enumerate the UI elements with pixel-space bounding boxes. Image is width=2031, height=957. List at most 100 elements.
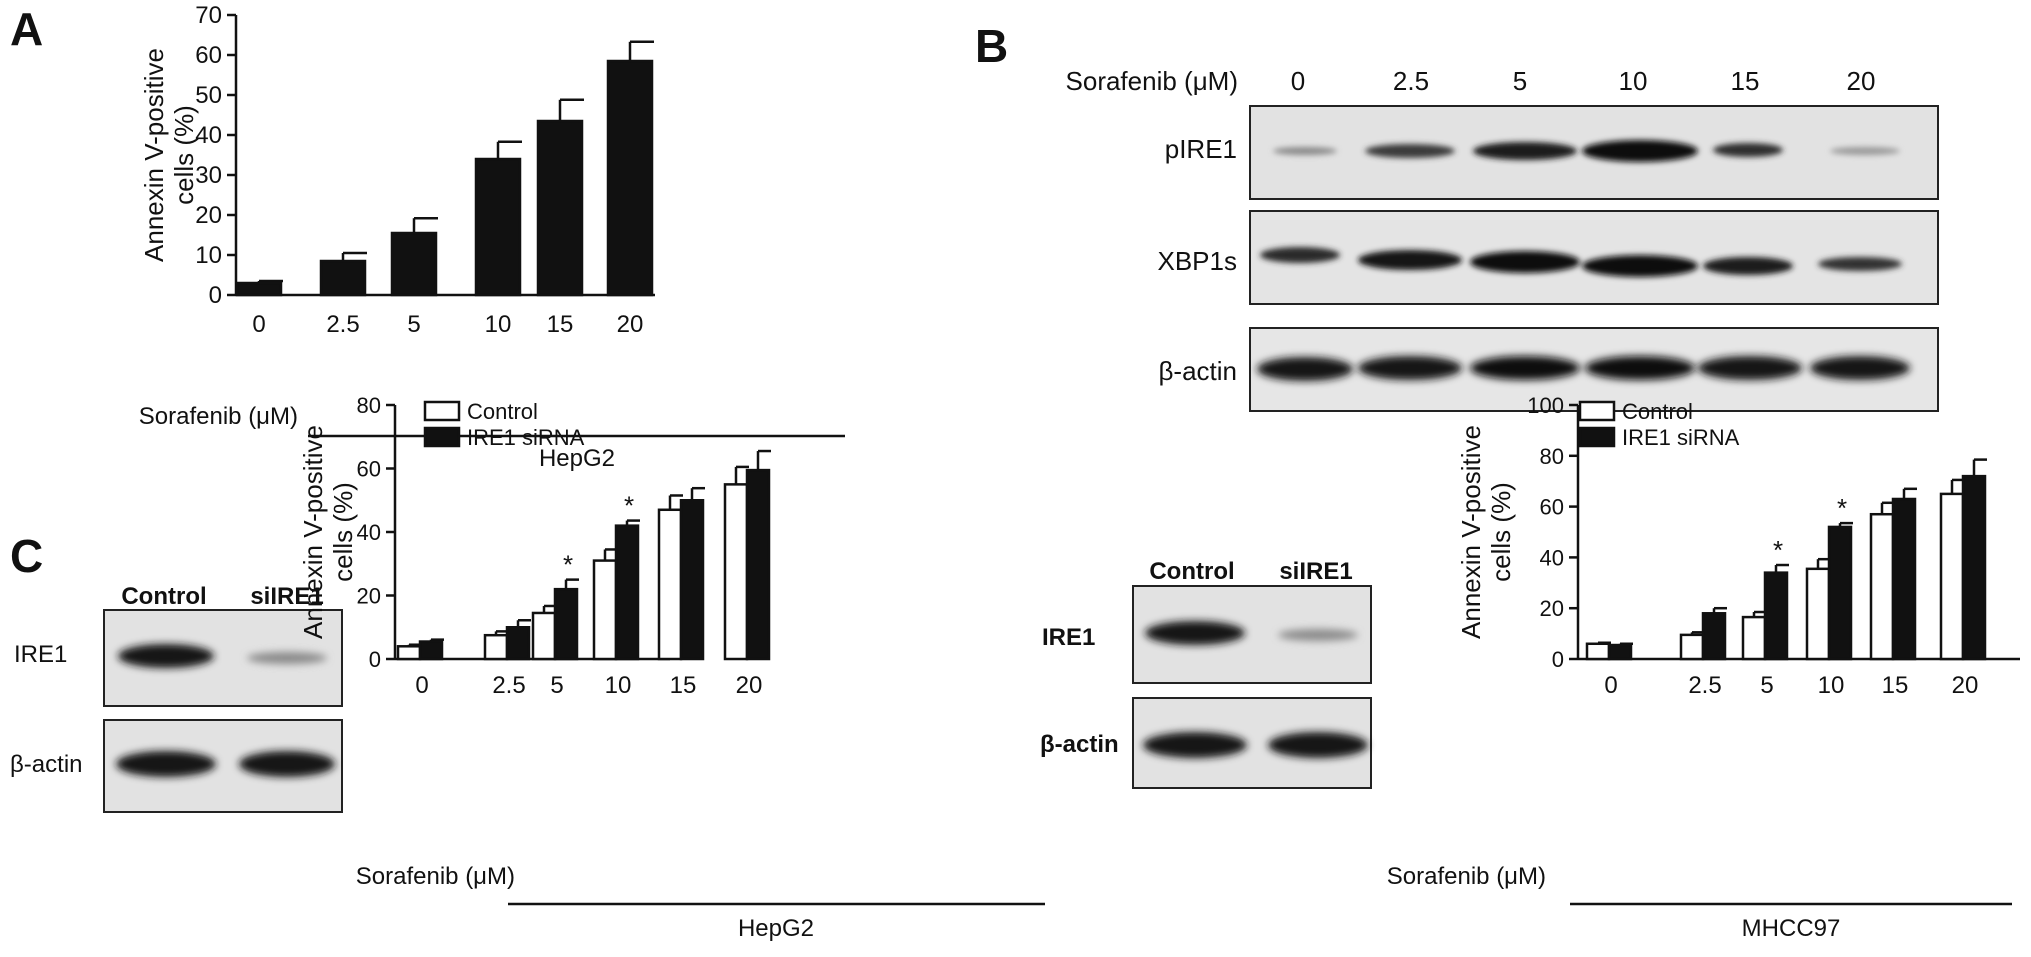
chart-c1-bar bbox=[505, 626, 531, 661]
blot-c-right: Control siIRE1 IRE1 β-actin bbox=[1040, 558, 1372, 789]
chart-c1-significance-mark: * bbox=[563, 550, 573, 580]
chart-c2-bar bbox=[1869, 512, 1895, 661]
chart-c1-y-tick-label: 40 bbox=[357, 520, 381, 545]
blot-c-right-lane-sire1: siIRE1 bbox=[1279, 558, 1352, 585]
chart-c2-dose-label: Sorafenib (μM) bbox=[1387, 863, 1546, 890]
chart-c1-bar bbox=[418, 640, 444, 661]
chart-c1-x-tick-label: 5 bbox=[550, 672, 563, 699]
chart-a-x-tick-label: 0 bbox=[252, 311, 265, 338]
chart-c1-x-tick-label: 10 bbox=[605, 672, 632, 699]
chart-c1-significance-mark: * bbox=[624, 491, 634, 521]
chart-c1-x-tick-label: 15 bbox=[670, 672, 697, 699]
blot-c-left: Control siIRE1 IRE1 β-actin bbox=[10, 583, 343, 813]
chart-c1-x-tick-label: 0 bbox=[415, 672, 428, 699]
blot-b-dose-4: 15 bbox=[1731, 66, 1760, 96]
chart-c2-bar bbox=[1763, 571, 1789, 661]
chart-c2-significance-mark: * bbox=[1837, 493, 1847, 523]
chart-c2-bar bbox=[1679, 633, 1705, 661]
chart-a-x-tick-label: 10 bbox=[485, 311, 512, 338]
chart-c1-y-tick-label: 20 bbox=[357, 584, 381, 609]
blot-c-right-row-actin: β-actin bbox=[1040, 731, 1119, 758]
chart-a-y-tick-label: 30 bbox=[195, 162, 222, 189]
chart-a-bar bbox=[474, 157, 522, 297]
blot-b-row-label-actin: β-actin bbox=[1158, 356, 1237, 386]
chart-c2-bar bbox=[1827, 525, 1853, 661]
chart-c2-legend-swatch bbox=[1578, 426, 1616, 448]
chart-a-dose-label: Sorafenib (μM) bbox=[139, 403, 298, 430]
chart-a-x-tick-label: 5 bbox=[407, 311, 420, 338]
chart-c1-bar bbox=[723, 483, 749, 661]
chart-a-y-tick-label: 60 bbox=[195, 42, 222, 69]
chart-c2-x-tick-label: 5 bbox=[1760, 672, 1773, 699]
panel-label-c: C bbox=[10, 530, 43, 582]
chart-c1-y-tick-label: 60 bbox=[357, 457, 381, 482]
blot-b-dose-3: 10 bbox=[1619, 66, 1648, 96]
chart-c2-legend-label: IRE1 siRNA bbox=[1622, 425, 1740, 450]
chart-c1-bar bbox=[657, 508, 683, 661]
blot-c-left-row-actin: β-actin bbox=[10, 751, 83, 778]
chart-c1-legend-swatch bbox=[423, 400, 461, 422]
chart-c2-bar bbox=[1701, 612, 1727, 661]
chart-a-y-tick-label: 10 bbox=[195, 242, 222, 269]
chart-c1-y-label: Annexin V-positivecells (%) bbox=[298, 425, 358, 639]
chart-c1-legend-swatch bbox=[423, 426, 461, 448]
chart-c2-y-tick-label: 60 bbox=[1540, 495, 1564, 520]
chart-a-cell-line: HepG2 bbox=[539, 445, 615, 472]
panel-label-b: B bbox=[975, 20, 1008, 72]
chart-a-y-tick-label: 40 bbox=[195, 122, 222, 149]
chart-c1-y-tick-label: 80 bbox=[357, 393, 381, 418]
chart-a-x-tick-label: 20 bbox=[617, 311, 644, 338]
chart-c2-bar bbox=[1891, 497, 1917, 661]
chart-c1-bar bbox=[531, 611, 557, 661]
chart-a-x-tick-label: 2.5 bbox=[326, 311, 359, 338]
blot-b-bands-xbp1s bbox=[1260, 247, 1902, 277]
blot-c-left-lane-sire1: siIRE1 bbox=[250, 583, 323, 610]
chart-c2-x-tick-label: 20 bbox=[1952, 672, 1979, 699]
chart-c2-y-tick-label: 100 bbox=[1527, 393, 1564, 418]
chart-c2-y-tick-label: 80 bbox=[1540, 444, 1564, 469]
blot-b-row-label-xbp1s: XBP1s bbox=[1158, 246, 1238, 276]
chart-a-y-tick-label: 20 bbox=[195, 202, 222, 229]
chart-c2-legend-label: Control bbox=[1622, 399, 1693, 424]
chart-c2-y-label: Annexin V-positivecells (%) bbox=[1456, 425, 1516, 639]
chart-c2: 0 20 40 60 80 100 Annexin V-positivecells (%) 0… bbox=[1456, 393, 2020, 699]
chart-c1-x-tick-label: 2.5 bbox=[492, 672, 525, 699]
chart-c2-x-tick-label: 10 bbox=[1818, 672, 1845, 699]
chart-c1-cell-line: HepG2 bbox=[738, 915, 814, 942]
chart-a-bar bbox=[235, 281, 283, 297]
blot-c-right-row-ire1: IRE1 bbox=[1042, 624, 1095, 651]
chart-c1-bar bbox=[679, 499, 705, 661]
blot-b-bands-pire1 bbox=[1273, 140, 1900, 162]
chart-c2-y-tick-label: 20 bbox=[1540, 596, 1564, 621]
blot-b: Sorafenib (μM) 0 2.5 5 10 15 20 pIRE1 XB… bbox=[1066, 66, 1939, 412]
chart-c1-x-tick-label: 20 bbox=[736, 672, 763, 699]
chart-c1-dose-label: Sorafenib (μM) bbox=[356, 863, 515, 890]
blot-b-bands-actin bbox=[1257, 356, 1910, 381]
blot-b-row-label-pire1: pIRE1 bbox=[1165, 134, 1237, 164]
chart-c1-bar bbox=[614, 524, 640, 661]
blot-b-dose-5: 20 bbox=[1847, 66, 1876, 96]
chart-c1-legend-label: Control bbox=[467, 399, 538, 424]
chart-a-bar bbox=[606, 59, 654, 297]
chart-c2-bar bbox=[1607, 643, 1633, 661]
chart-c2-legend-swatch bbox=[1578, 400, 1616, 422]
chart-c2-bar bbox=[1805, 567, 1831, 661]
chart-c2-x-tick-label: 2.5 bbox=[1688, 672, 1721, 699]
chart-c1-bar bbox=[483, 633, 509, 661]
blot-b-dose-1: 2.5 bbox=[1393, 66, 1429, 96]
chart-a-y-tick-label: 0 bbox=[209, 282, 222, 309]
blot-b-dose-2: 5 bbox=[1513, 66, 1527, 96]
chart-c2-bar bbox=[1961, 474, 1987, 661]
chart-c2-bar bbox=[1939, 492, 1965, 661]
blot-c-left-row-ire1: IRE1 bbox=[14, 641, 67, 668]
chart-c1-bar bbox=[592, 559, 618, 661]
chart-c2-significance-mark: * bbox=[1773, 535, 1783, 565]
blot-b-dose-0: 0 bbox=[1291, 66, 1305, 96]
chart-a-y-label: Annexin V-positivecells (%) bbox=[139, 48, 199, 262]
chart-c1-bar bbox=[396, 645, 422, 661]
blot-c-left-lane-control: Control bbox=[121, 583, 206, 610]
chart-c2-x-tick-label: 0 bbox=[1604, 672, 1617, 699]
chart-a-bar bbox=[390, 231, 438, 297]
